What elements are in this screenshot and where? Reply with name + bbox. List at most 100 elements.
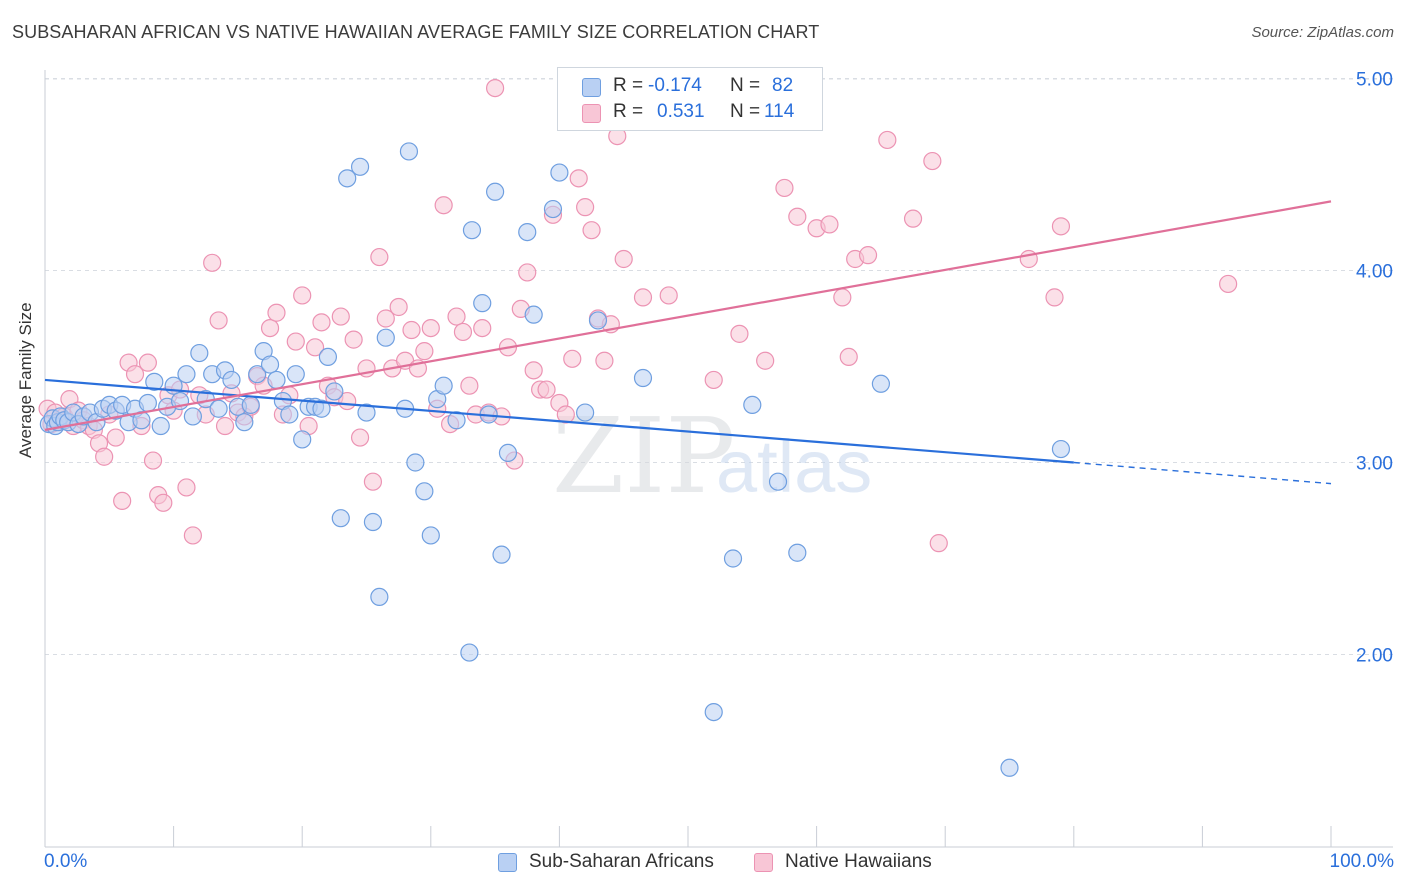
watermark-atlas: atlas: [716, 425, 872, 508]
sub-saharan-point: [357, 403, 376, 422]
native-hawaiian-point: [923, 151, 942, 171]
sub-saharan-point: [318, 347, 338, 366]
native-hawaiian-point: [556, 405, 575, 424]
sub-saharan-point: [177, 365, 196, 384]
y-tick-labels: 2.00 3.00 4.00 5.00: [1356, 70, 1393, 667]
native-hawaiian-point: [421, 319, 440, 338]
n-label: N =: [730, 75, 761, 96]
native-hawaiian-point: [1045, 288, 1064, 307]
native-hawaiian-point: [209, 311, 228, 330]
sub-saharan-point: [399, 142, 419, 161]
watermark: ZIP atlas: [552, 395, 872, 517]
correlation-legend: R = -0.174 N = 82 R = 0.531 N = 114: [557, 67, 823, 131]
x-tick-min: 0.0%: [44, 851, 88, 872]
sub-saharan-point: [447, 411, 466, 430]
native-hawaiian-point: [203, 253, 222, 272]
native-hawaiian-point: [563, 349, 582, 368]
source-credit: Source: ZipAtlas.com: [1251, 24, 1394, 41]
native-hawaiian-point: [775, 178, 794, 198]
r-label: R =: [613, 75, 644, 96]
native-hawaiian-point: [260, 319, 280, 338]
native-hawaiian-point: [614, 249, 633, 269]
sub-saharan-point: [241, 395, 260, 414]
axes: [44, 70, 1393, 848]
blue-swatch: [498, 853, 517, 872]
native-hawaiian-point: [878, 130, 897, 150]
native-hawaiian-point: [537, 380, 556, 399]
r-value: -0.174: [648, 75, 702, 96]
sub-saharan-point: [145, 372, 164, 391]
sub-saharan-point: [723, 549, 743, 568]
native-hawaiian-point: [350, 428, 370, 447]
native-hawaiian-point: [331, 307, 350, 326]
sub-saharan-point: [871, 374, 891, 393]
native-hawaiian-point: [582, 221, 601, 240]
native-hawaiian-point: [402, 320, 421, 340]
native-hawaiian-point: [833, 288, 852, 307]
sub-saharan-point: [415, 482, 434, 501]
sub-saharan-point: [190, 343, 209, 363]
native-hawaiian-point: [154, 493, 173, 512]
native-hawaiian-point: [569, 169, 588, 188]
sub-saharan-point: [248, 365, 267, 384]
native-hawaiian-point: [929, 534, 948, 553]
y-tick-label: 3.00: [1356, 454, 1393, 475]
sub-saharan-point: [543, 199, 563, 219]
legend-label: Sub-Saharan Africans: [529, 851, 714, 872]
native-hawaiian-point: [595, 351, 614, 370]
x-tick-max: 100.0%: [1329, 851, 1394, 872]
sub-saharan-point: [325, 382, 344, 401]
native-hawaiian-point: [1219, 274, 1238, 294]
trend-lines: [44, 200, 1332, 485]
sub-saharan-point: [370, 587, 389, 607]
native-hawaiian-point: [633, 288, 653, 307]
n-label: N =: [730, 101, 761, 122]
native-hawaiian-point: [730, 324, 749, 343]
r-label: R =: [613, 101, 644, 122]
native-hawaiian-point: [858, 246, 878, 265]
native-hawaiian-point: [518, 263, 537, 282]
sub-saharan-point: [768, 472, 788, 491]
sub-saharan-point: [524, 305, 543, 324]
sub-saharan-point: [293, 430, 312, 449]
native-hawaiian-point: [473, 319, 492, 338]
n-value: 82: [772, 75, 794, 96]
native-hawaiian-point: [447, 307, 466, 326]
sub-saharan-point: [473, 294, 492, 313]
y-tick-label: 5.00: [1356, 70, 1393, 91]
sub-saharan-point: [518, 223, 537, 242]
sub-saharan-point: [1051, 439, 1071, 459]
sub-saharan-point: [406, 453, 425, 472]
sub-saharan-point: [588, 311, 608, 330]
native-hawaiian-point: [1051, 217, 1071, 236]
native-hawaiian-point: [293, 286, 312, 305]
sub-saharan-point: [286, 365, 305, 384]
sub-saharan-point: [331, 509, 350, 528]
native-hawaiian-point: [113, 491, 132, 510]
sub-saharan-point: [434, 376, 453, 395]
native-hawaiian-point: [125, 365, 145, 384]
n-value: 114: [764, 101, 795, 122]
r-value: 0.531: [657, 101, 705, 122]
native-hawaiian-point: [267, 303, 286, 322]
native-hawaiian-point: [143, 451, 163, 470]
native-hawaiian-point: [756, 351, 775, 370]
native-hawaiian-point: [524, 361, 543, 380]
native-hawaiian-point: [903, 209, 923, 228]
sub-saharan-point: [633, 368, 653, 388]
native-hawaiian-point: [138, 353, 157, 372]
native-hawaiian-point: [788, 207, 807, 226]
sub-saharan-point: [550, 163, 569, 182]
sub-saharan-point: [222, 370, 241, 390]
sub-saharan-point: [350, 157, 370, 176]
native-hawaiian-trend-line: [44, 200, 1332, 431]
sub-saharan-point: [743, 395, 762, 414]
sub-saharan-point: [260, 355, 280, 374]
sub-saharan-point: [492, 545, 511, 564]
native-hawaiian-point: [839, 347, 858, 366]
native-hawaiian-point: [215, 416, 235, 436]
native-hawaiian-point: [286, 332, 305, 351]
sub-saharan-point: [576, 403, 595, 422]
sub-saharan-point: [138, 393, 157, 413]
